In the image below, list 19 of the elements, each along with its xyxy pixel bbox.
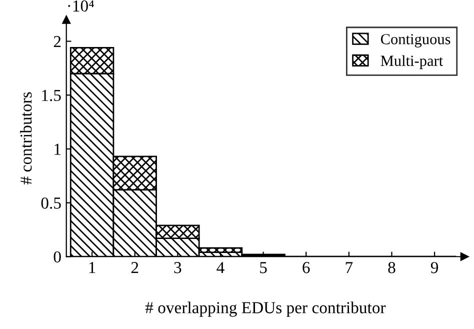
y-axis-title: # contributors <box>20 92 32 184</box>
y-tick-label: 1.5 <box>42 90 61 102</box>
x-tick-label: 7 <box>346 262 353 274</box>
x-tick-label: 5 <box>260 262 267 274</box>
y-tick-label: 0 <box>54 251 61 263</box>
y-tick-label: 1 <box>54 144 60 155</box>
y-tick-label: 0.5 <box>41 197 61 209</box>
x-tick-label: 8 <box>388 262 396 274</box>
x-tick-label: 9 <box>430 262 438 274</box>
x-axis-title: # overlapping EDUs per contributor <box>145 302 386 317</box>
y-tick-label: 2 <box>54 36 61 48</box>
legend-label: Contiguous <box>380 34 450 48</box>
x-tick-label: 3 <box>174 262 182 274</box>
x-tick-label: 1 <box>89 262 96 274</box>
x-tick-label: 6 <box>302 262 310 274</box>
x-tick-label: 2 <box>131 262 138 274</box>
legend-label: Multi-part <box>380 55 444 70</box>
text: ·10⁴ <box>68 0 94 12</box>
x-tick-label: 4 <box>216 262 224 274</box>
